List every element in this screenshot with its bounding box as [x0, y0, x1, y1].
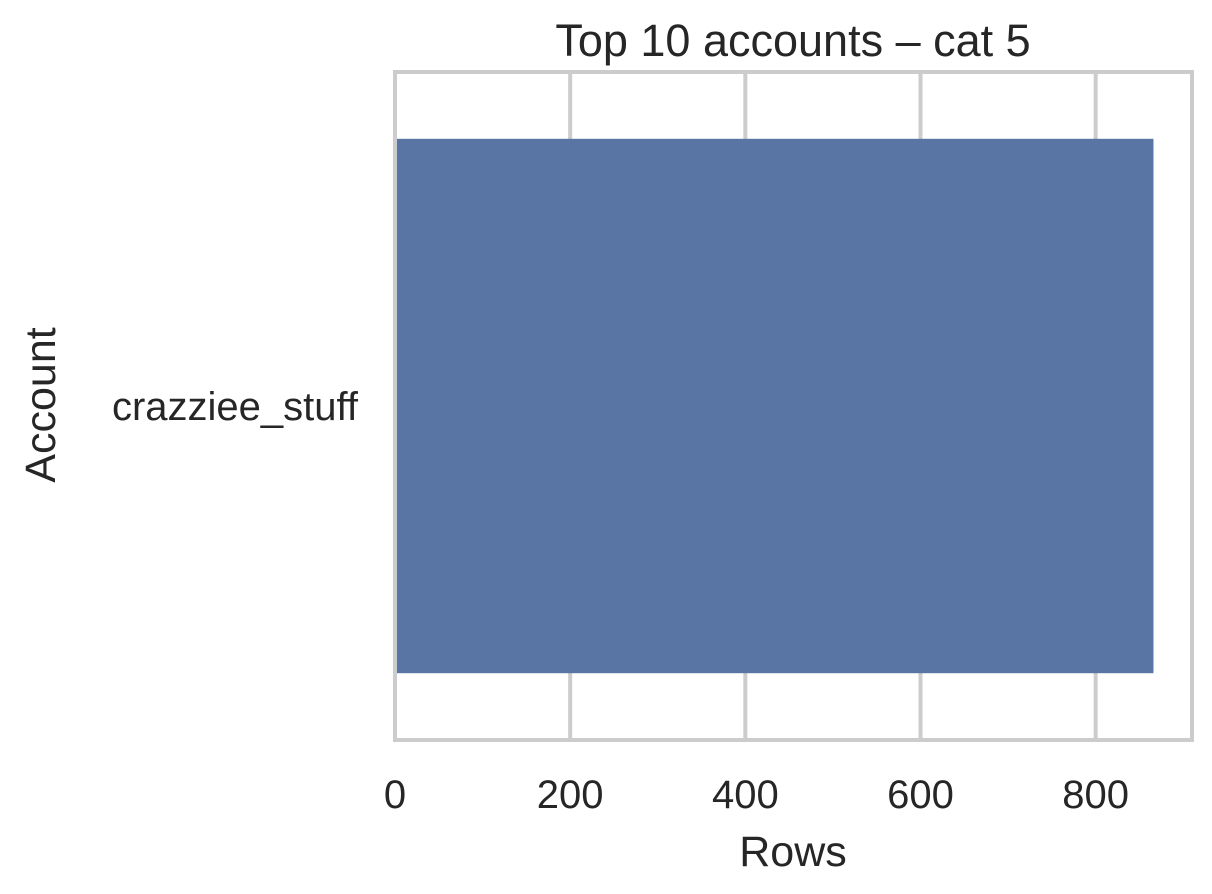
chart-title: Top 10 accounts – cat 5: [555, 15, 1030, 66]
y-tick-labels: crazziee_stuff: [112, 385, 359, 429]
y-axis-label: Account: [17, 327, 65, 482]
bar: [395, 138, 1154, 674]
y-tick-label: crazziee_stuff: [112, 385, 359, 429]
x-tick-label: 0: [384, 773, 406, 817]
plot-frame: [393, 70, 1194, 742]
bars: [395, 138, 1154, 674]
x-tick-label: 800: [1062, 773, 1129, 817]
x-tick-labels: 0 200 400 600 800: [384, 773, 1129, 817]
x-tick-label: 400: [712, 773, 779, 817]
x-tick-label: 200: [537, 773, 604, 817]
x-tick-label: 600: [887, 773, 954, 817]
x-axis-label: Rows: [739, 828, 847, 876]
